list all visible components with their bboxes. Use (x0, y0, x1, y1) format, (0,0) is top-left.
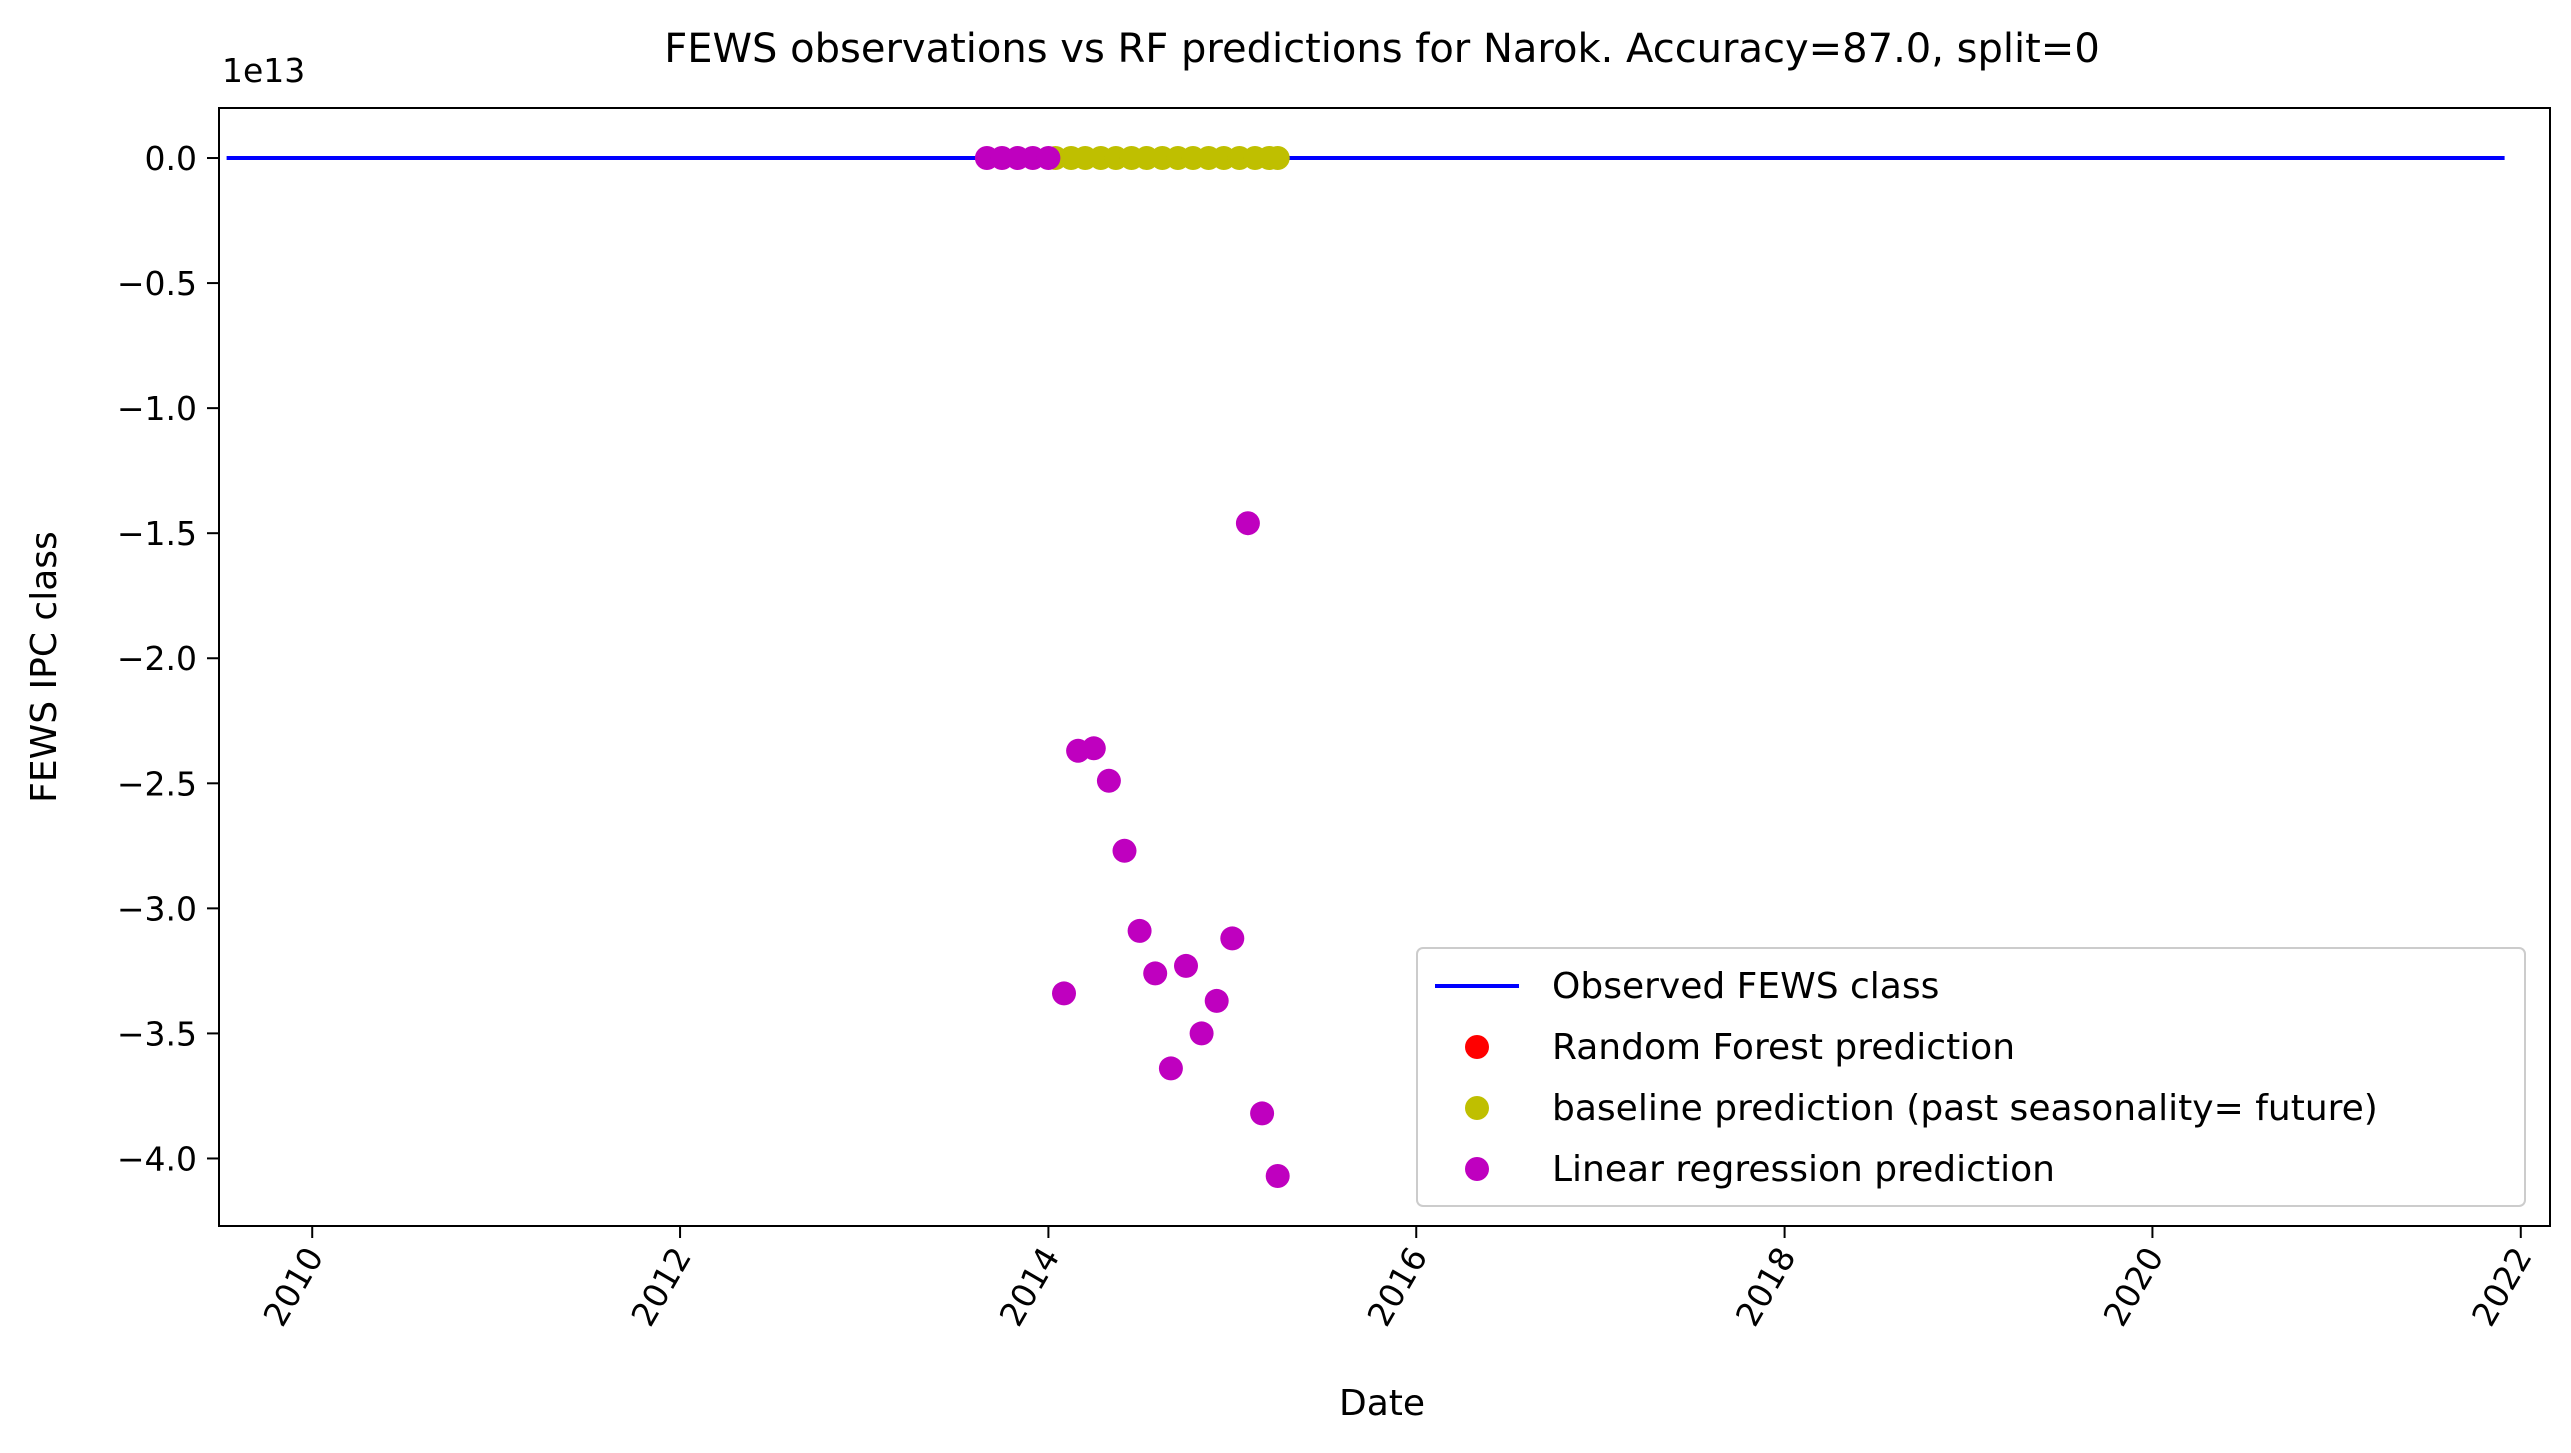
series-3-point-17 (1235, 511, 1260, 536)
plot-frame (218, 107, 2551, 1227)
y-tick-label-0: 0.0 (145, 139, 197, 178)
y-tick-label-6: −3.0 (117, 889, 197, 928)
series-3-point-9 (1112, 838, 1137, 863)
y-tick-label-1: −0.5 (117, 264, 197, 303)
y-tick-label-7: −3.5 (117, 1014, 197, 1053)
legend: Observed FEWS class Random Forest predict… (1416, 947, 2526, 1207)
x-axis-label: Date (1339, 1383, 1425, 1424)
legend-swatch-1 (1465, 1035, 1489, 1059)
series-3-point-4 (1036, 146, 1061, 170)
legend-label-3: Linear regression prediction (1552, 1149, 2055, 1190)
y-tick-label-3: −1.5 (117, 514, 197, 553)
y-tick-label-8: −4.0 (117, 1139, 197, 1178)
series-3-point-8 (1096, 768, 1121, 793)
series-2-point-15 (1265, 146, 1290, 170)
series-3-point-11 (1143, 961, 1168, 986)
legend-label-1: Random Forest prediction (1552, 1027, 2015, 1068)
series-3-point-19 (1265, 1164, 1290, 1188)
y-tick-label-5: −2.5 (117, 764, 197, 803)
chart-title: FEWS observations vs RF predictions for … (664, 26, 2100, 72)
legend-swatch-2 (1465, 1096, 1489, 1120)
series-3-point-16 (1220, 926, 1245, 951)
legend-box (1416, 947, 2526, 1207)
y-axis: 0.0 −0.5 −1.0 −1.5 −2.0 −2.5 −3.0 −3.5 −4.0 (117, 139, 219, 1178)
y-tick-label-2: −1.0 (117, 389, 197, 428)
y-axis-label: FEWS IPC class (24, 531, 65, 803)
series-layer (226, 146, 2505, 1188)
series-3-point-7 (1081, 736, 1106, 761)
y-offset-label: 1e13 (222, 51, 305, 90)
series-3-point-14 (1189, 1021, 1214, 1046)
legend-swatch-3 (1465, 1157, 1489, 1181)
series-3-point-15 (1204, 988, 1229, 1013)
series-3-point-13 (1174, 953, 1198, 978)
series-3-point-5 (1052, 981, 1076, 1006)
legend-label-0: Observed FEWS class (1552, 966, 1939, 1007)
series-3-point-18 (1250, 1101, 1275, 1126)
series-3-point-12 (1158, 1056, 1183, 1081)
series-3-point-10 (1127, 918, 1152, 943)
plot-area (218, 107, 2551, 1227)
legend-label-2: baseline prediction (past seasonality= f… (1552, 1088, 2378, 1129)
y-tick-label-4: −2.0 (117, 639, 197, 678)
